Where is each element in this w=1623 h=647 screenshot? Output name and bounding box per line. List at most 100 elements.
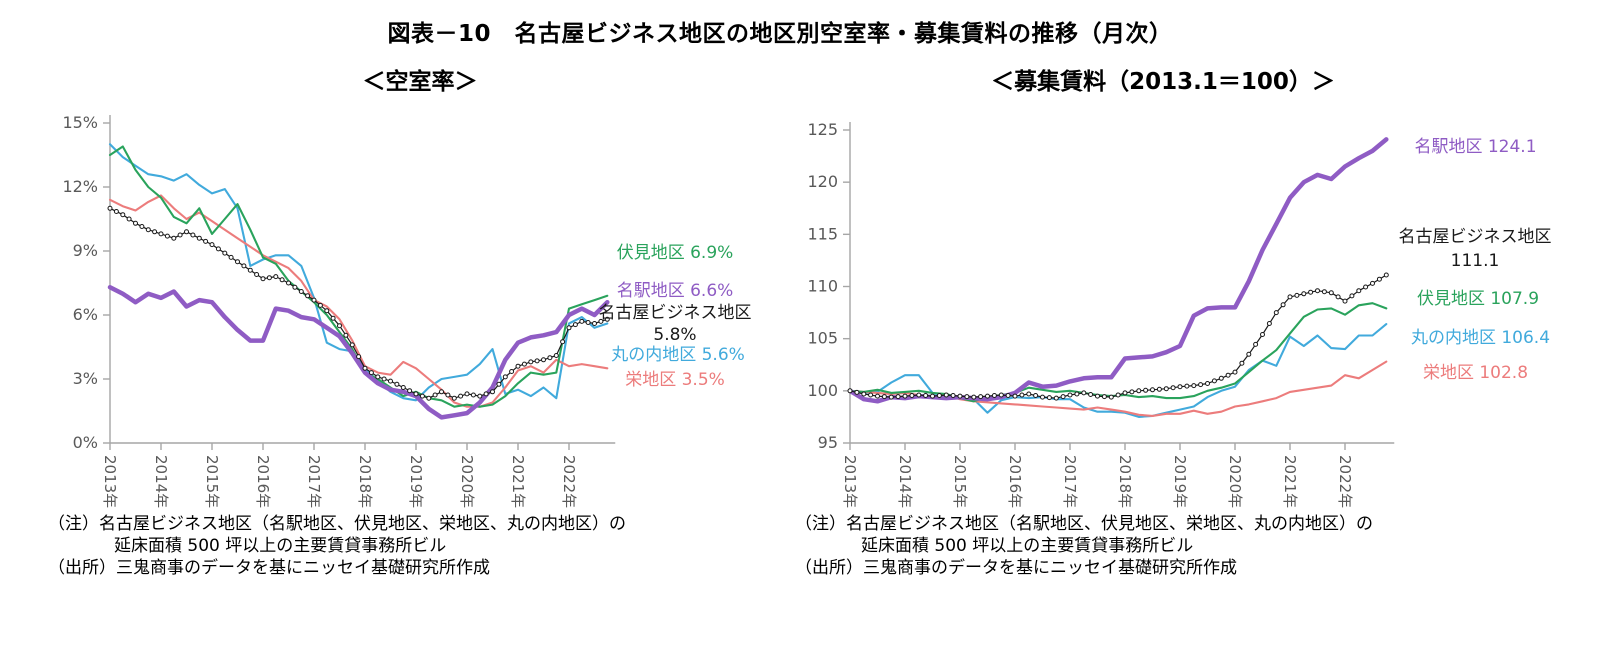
series-marker-nbd [1177, 384, 1183, 390]
series-marker-nbd [1266, 321, 1272, 326]
y-tick-label: 105 [807, 329, 838, 348]
footnote-left-line3: （出所）三鬼商事のデータを基にニッセイ基礎研究所作成 [48, 557, 490, 578]
series-marker-nbd [1253, 341, 1259, 347]
series-marker-nbd [439, 389, 444, 395]
series-marker-nbd [579, 318, 585, 324]
series-marker-nbd [978, 394, 984, 400]
series-line-meieki [107, 285, 610, 420]
series-marker-nbd [1321, 289, 1327, 295]
series-marker-nbd [868, 392, 874, 398]
series-marker-nbd [317, 302, 323, 308]
series-marker-nbd [1218, 375, 1224, 381]
rent-label-fushimi: 伏見地区 107.9 [1416, 289, 1540, 309]
footnote-left: （注）名古屋ビジネス地区（名駅地区、伏見地区、栄地区、丸の内地区）の 延床面積 … [48, 514, 748, 579]
series-marker-nbd [957, 393, 963, 399]
series-line-fushimi [848, 302, 1388, 403]
y-tick-label: 120 [807, 172, 838, 191]
series-marker-nbd [985, 393, 990, 399]
series-marker-nbd [394, 381, 400, 387]
rent-label-marunouchi: 丸の内地区 106.4 [1410, 328, 1551, 348]
series-marker-nbd [400, 385, 406, 390]
series-marker-nbd [1053, 395, 1059, 401]
series-marker-nbd [943, 392, 949, 398]
series-marker-nbd [1301, 291, 1307, 297]
footnote-left-line1: （注）名古屋ビジネス地区（名駅地区、伏見地区、栄地区、丸の内地区）の [48, 514, 626, 534]
series-marker-nbd [1150, 387, 1155, 393]
series-marker-nbd [305, 293, 311, 299]
series-marker-nbd [228, 254, 234, 260]
series-marker-nbd [1019, 392, 1025, 398]
series-marker-nbd [1156, 386, 1162, 392]
series-marker-nbd [585, 320, 591, 325]
series-marker-nbd [254, 272, 260, 277]
series-marker-nbd [362, 365, 368, 371]
series-marker-nbd [496, 381, 502, 387]
series-marker-nbd [909, 393, 915, 398]
series-marker-nbd [1294, 292, 1300, 298]
series-marker-nbd [566, 325, 572, 331]
series-marker-nbd [286, 280, 291, 286]
series-marker-nbd [950, 393, 956, 398]
series-marker-nbd [1095, 393, 1100, 399]
y-tick-label: 100 [807, 381, 838, 400]
x-tick-label: 2022年 [560, 455, 578, 508]
vacancy-label-nbd-value: 5.8% [653, 325, 697, 345]
x-tick-label: 2016年 [254, 455, 272, 508]
series-marker-nbd [528, 359, 534, 365]
series-marker-nbd [273, 274, 279, 280]
asking-rent-chart: 95 100 105 110 115 120 125 2013年 2014年 2015年 2016年… [807, 120, 1395, 508]
x-tick-label: 2020年 [458, 455, 476, 508]
series-marker-nbd [1239, 360, 1245, 366]
series-marker-nbd [1280, 302, 1286, 308]
x-tick-label: 2016年 [1006, 455, 1024, 508]
series-marker-nbd [515, 363, 521, 369]
series-marker-nbd [445, 392, 451, 398]
x-tick-label: 2018年 [356, 455, 374, 508]
y-tick-label: 12% [62, 177, 98, 196]
series-marker-nbd [356, 354, 362, 360]
series-marker-nbd [875, 393, 880, 399]
series-marker-nbd [1198, 382, 1204, 388]
series-marker-nbd [413, 391, 419, 397]
series-marker-nbd [991, 393, 997, 398]
series-marker-nbd [1363, 284, 1369, 290]
series-marker-nbd [470, 392, 476, 398]
series-marker-nbd [1163, 386, 1169, 392]
series-marker-nbd [1060, 394, 1066, 400]
series-marker-nbd [1170, 385, 1176, 391]
series-marker-nbd [861, 391, 867, 397]
series-marker-nbd [1205, 381, 1210, 386]
series-marker-nbd [1308, 289, 1314, 295]
series-marker-nbd [1335, 294, 1341, 300]
y-tick-label: 115 [807, 224, 838, 243]
series-marker-nbd [164, 233, 170, 239]
series-marker-nbd [1246, 351, 1252, 357]
series-marker-nbd [458, 393, 464, 399]
series-marker-nbd [235, 259, 240, 265]
series-marker-nbd [1349, 293, 1355, 299]
series-marker-nbd [247, 267, 253, 273]
footnote-right-line3: （出所）三鬼商事のデータを基にニッセイ基礎研究所作成 [795, 557, 1237, 578]
series-marker-nbd [203, 238, 209, 244]
series-marker-nbd [521, 361, 527, 367]
series-marker-nbd [1287, 294, 1293, 300]
y-tick-label: 3% [73, 369, 98, 388]
series-marker-nbd [298, 289, 304, 294]
series-marker-nbd [451, 395, 457, 401]
series-marker-nbd [407, 388, 413, 394]
footnote-left-line2: 延床面積 500 坪以上の主要賃貸事務所ビル [114, 535, 447, 556]
x-tick-label: 2015年 [203, 455, 221, 508]
series-marker-nbd [1232, 369, 1238, 375]
series-marker-nbd [1026, 391, 1032, 397]
y-tick-label: 95 [818, 433, 838, 452]
series-marker-nbd [196, 235, 202, 241]
rent-label-nbd-name: 名古屋ビジネス地区 [1398, 227, 1552, 247]
series-marker-nbd [1370, 280, 1375, 286]
x-tick-label: 2017年 [1061, 455, 1079, 508]
series-marker-nbd [324, 308, 330, 314]
series-marker-nbd [426, 395, 432, 401]
vacancy-label-nbd-name: 名古屋ビジネス地区 [598, 303, 752, 323]
rent-label-sakae: 栄地区 102.8 [1422, 363, 1529, 383]
series-marker-nbd [971, 394, 977, 400]
